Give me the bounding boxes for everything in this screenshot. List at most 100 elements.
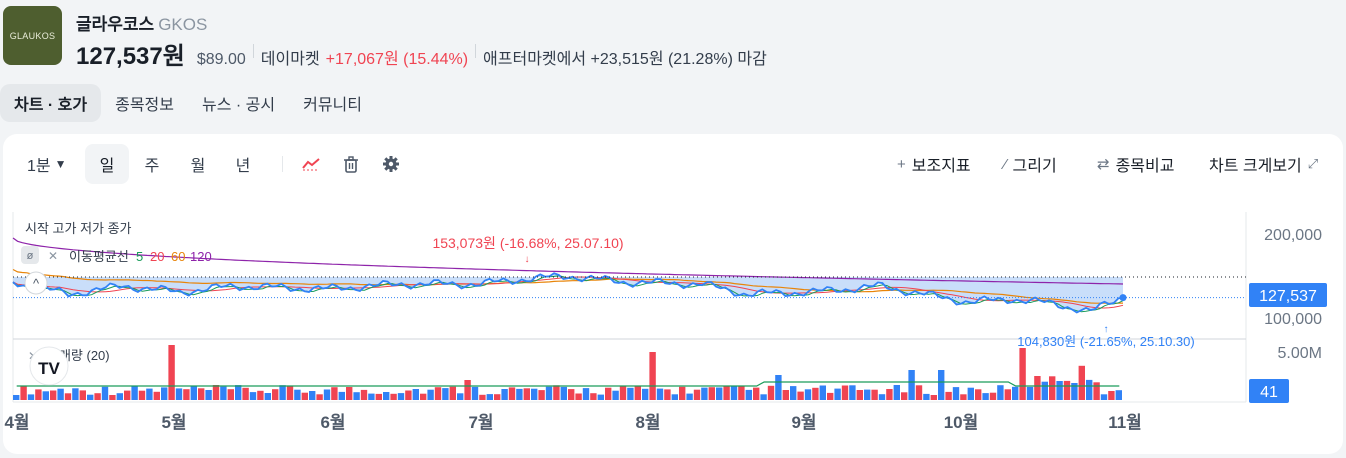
indicator-button[interactable]: + 보조지표 [897,144,971,184]
volume-bar [301,392,308,400]
volume-bar [309,391,316,400]
volume-bar [627,387,634,400]
volume-bar [923,393,930,400]
volume-bar [693,389,701,400]
volume-bar [982,393,989,400]
stock-ticker: GKOS [158,15,208,34]
tab-stock-info[interactable]: 종목정보 [115,97,174,114]
volume-bar [790,386,797,400]
volume-bar [50,390,57,400]
volume-bar [819,385,826,400]
volume-bar [79,390,86,400]
volume-bar [782,390,789,400]
ma-120-line [12,237,1124,285]
volume-bar [649,352,656,400]
volume-bar [331,387,338,400]
volume-bar [94,393,101,400]
high-arrow: ↓ [525,254,530,265]
price-line [12,272,1124,314]
interval-select[interactable]: 1분 ▼ [27,144,67,184]
period-day[interactable]: 일 [85,144,129,184]
volume-bar [464,380,471,400]
price-chart[interactable]: 200,000 100,000 127,537 5.00M 41 4월 5월 6… [3,134,1343,454]
tab-news-disclosure[interactable]: 뉴스 · 공시 [202,97,276,114]
volume-bar [205,390,212,400]
volume-bar [1004,389,1011,400]
tab-community[interactable]: 커뮤니티 [303,97,362,114]
volume-bar [989,392,997,400]
price-usd: $89.00 [196,51,246,68]
draw-label: 그리기 [1012,158,1057,175]
volume-bar [1093,382,1100,400]
volume-bar [686,393,693,400]
volume-bar [116,393,123,400]
volume-bar [138,390,146,400]
compare-button[interactable]: ⇄ 종목비교 [1097,144,1174,184]
volume-bar [634,385,641,400]
volume-bar [1100,394,1108,400]
plus-icon: + [897,155,906,173]
volume-bar [708,387,715,400]
volume-bar [420,393,427,400]
ohlc-legend: 시작 고가 저가 종가 [25,221,132,236]
volume-bar [175,388,183,400]
volume-bar [442,388,449,400]
volume-bar [767,385,775,400]
volume-bar [87,394,94,400]
volume-bar [915,385,923,400]
volume-bar [538,390,545,400]
line-chart-icon [302,158,320,171]
chart-toolbar: 1분 ▼ 일 주 월 년 + 보조지표 ⁄ 그리기 ⇄ 종목비교 차트 크게보기 ⤢ [3,144,1343,184]
volume-bar [27,394,35,400]
volume-bar [997,385,1004,400]
volume-bar [679,386,686,400]
volume-bar [338,391,345,400]
volume-bar [279,385,286,400]
volume-bar [249,392,257,400]
volume-bar [190,386,197,400]
fullscreen-button[interactable]: 차트 크게보기 ⤢ [1209,144,1318,184]
period-week[interactable]: 주 [144,158,160,175]
volume-bars [13,345,1122,400]
delete-drawings-button[interactable] [343,144,359,184]
volume-bar [960,394,967,400]
period-month[interactable]: 월 [190,158,206,175]
ma-visibility-toggle[interactable] [21,246,39,264]
volume-bar [642,388,649,400]
current-price-badge [1249,283,1327,307]
collapse-legend-button[interactable] [24,271,48,295]
volume-bar [412,389,419,400]
volume-bar [545,386,553,400]
volume-bar [930,395,937,400]
compare-label: 종목비교 [1115,158,1175,175]
trash-icon [344,155,358,173]
volume-bar [264,393,271,400]
volume-bar [612,390,619,400]
divider [475,44,477,58]
volume-bar [1026,386,1034,400]
ma-close-icon[interactable]: ✕ [48,249,58,263]
price-area [13,273,1123,313]
volume-bar [871,389,878,400]
current-volume-badge [1249,379,1289,403]
volume-bar [738,385,745,400]
x-label-may: 5월 [161,413,186,432]
chart-settings-button[interactable] [382,144,400,184]
volume-bar [797,391,804,400]
volume-bar [827,392,834,400]
volume-bar [508,387,516,400]
chart-card: 200,000 100,000 127,537 5.00M 41 4월 5월 6… [3,134,1343,454]
ma-legend-60: 60 [171,249,185,264]
volume-bar [1063,380,1071,400]
ma-legend-label: 이동평균선 [69,249,129,264]
draw-button[interactable]: ⁄ 그리기 [1004,144,1057,184]
volume-bar [72,388,79,400]
x-label-sep: 9월 [791,413,816,432]
tab-chart-orderbook[interactable]: 차트 · 호가 [0,84,102,122]
volume-bar [153,391,160,400]
volume-bar [1071,383,1078,400]
chart-type-button[interactable] [301,144,321,184]
indicator-label: 보조지표 [911,158,971,175]
company-logo: GLAUKOS [3,6,62,65]
period-year[interactable]: 년 [235,158,251,175]
